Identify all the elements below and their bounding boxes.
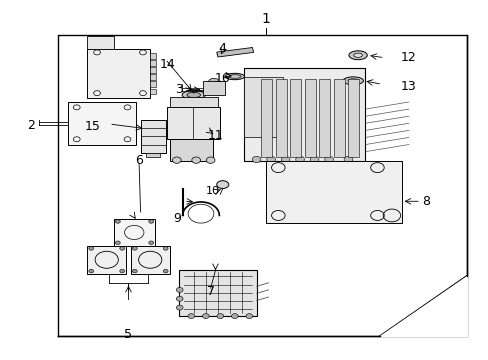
Bar [150, 60, 156, 66]
Circle shape [120, 247, 124, 250]
Bar [114, 219, 155, 246]
Text: 13: 13 [400, 80, 416, 93]
Ellipse shape [343, 77, 363, 85]
Bar [87, 246, 126, 274]
Circle shape [245, 314, 252, 319]
Bar [150, 67, 156, 73]
Ellipse shape [224, 73, 244, 80]
Bar [179, 270, 256, 316]
Bar [319, 79, 329, 157]
Text: 3: 3 [175, 83, 183, 96]
Circle shape [231, 314, 238, 319]
Text: 5: 5 [124, 328, 132, 341]
Bar [169, 139, 213, 161]
Circle shape [202, 314, 209, 319]
Circle shape [206, 157, 215, 163]
Text: 8: 8 [421, 195, 429, 208]
Circle shape [208, 78, 220, 87]
Bar [216, 48, 253, 57]
Bar [167, 107, 220, 139]
Bar [169, 97, 218, 107]
Text: 6: 6 [135, 154, 143, 167]
Text: 1: 1 [261, 12, 270, 26]
Bar [68, 102, 136, 145]
Text: 9: 9 [173, 212, 181, 225]
Circle shape [295, 156, 304, 163]
Ellipse shape [182, 90, 205, 99]
Text: 4: 4 [218, 42, 226, 55]
Circle shape [148, 241, 153, 244]
Circle shape [115, 241, 120, 244]
Circle shape [163, 269, 168, 273]
Text: 11: 11 [207, 129, 223, 142]
Circle shape [187, 314, 194, 319]
Circle shape [309, 156, 318, 163]
Ellipse shape [186, 92, 200, 98]
Bar [203, 81, 224, 95]
Circle shape [324, 156, 333, 163]
Circle shape [120, 269, 124, 273]
Circle shape [191, 157, 200, 163]
Circle shape [132, 247, 137, 250]
Bar [150, 53, 156, 59]
Bar [244, 77, 283, 138]
Text: 16: 16 [214, 72, 230, 85]
Circle shape [217, 314, 223, 319]
Circle shape [89, 269, 94, 273]
Ellipse shape [216, 181, 228, 189]
Bar [140, 120, 165, 153]
Bar [333, 79, 344, 157]
Bar [150, 81, 156, 87]
Circle shape [148, 220, 153, 223]
Text: 10: 10 [205, 186, 220, 195]
Bar [87, 36, 114, 49]
Bar [150, 75, 156, 80]
Circle shape [266, 156, 275, 163]
Circle shape [176, 296, 183, 301]
Bar [131, 246, 169, 274]
Circle shape [115, 220, 120, 223]
Bar [265, 161, 401, 222]
Polygon shape [379, 276, 466, 336]
Circle shape [252, 156, 261, 163]
Circle shape [176, 287, 183, 292]
Bar [244, 68, 365, 161]
Circle shape [344, 156, 352, 163]
Bar [305, 79, 315, 157]
Circle shape [89, 247, 94, 250]
Bar [275, 79, 286, 157]
Ellipse shape [348, 51, 366, 60]
Bar [87, 49, 150, 99]
Ellipse shape [347, 79, 358, 83]
Bar [146, 153, 160, 157]
Text: 12: 12 [400, 51, 416, 64]
Text: 14: 14 [159, 58, 175, 71]
Circle shape [176, 305, 183, 310]
Text: 7: 7 [206, 285, 214, 298]
Circle shape [281, 156, 289, 163]
Bar [348, 79, 358, 157]
Circle shape [163, 247, 168, 250]
Ellipse shape [353, 53, 362, 57]
Bar [261, 79, 271, 157]
Circle shape [132, 269, 137, 273]
Bar [290, 79, 301, 157]
Circle shape [172, 157, 181, 163]
Bar [150, 89, 156, 94]
Text: 15: 15 [84, 120, 100, 133]
Text: 2: 2 [27, 118, 35, 131]
